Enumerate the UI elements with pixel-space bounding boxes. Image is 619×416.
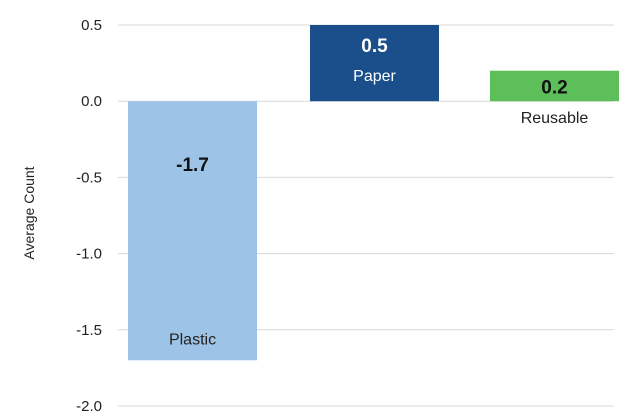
y-tick-label: 0.5 [81, 17, 102, 34]
bars [128, 25, 619, 361]
y-tick-label: -1.5 [76, 322, 102, 339]
y-axis-ticks: 0.5 0.0 -0.5 -1.0 -1.5 -2.0 [76, 17, 102, 415]
y-tick-label: -0.5 [76, 169, 102, 186]
bar-plastic [128, 101, 257, 361]
bar-category-label: Reusable [521, 110, 589, 127]
bar-labels: -1.7 Plastic 0.5 Paper 0.2 Reusable [169, 36, 588, 348]
bar-category-label: Paper [353, 68, 396, 85]
bar-reusable [490, 70, 619, 102]
bar-value-label: 0.5 [361, 36, 388, 57]
bar-paper [310, 25, 439, 102]
bar-category-label: Plastic [169, 331, 216, 348]
bar-value-label: 0.2 [541, 78, 567, 99]
y-tick-label: -2.0 [76, 398, 102, 415]
y-axis-label: Average Count [21, 166, 37, 259]
y-tick-label: 0.0 [81, 93, 102, 110]
y-tick-label: -1.0 [76, 246, 102, 263]
bar-value-label: -1.7 [176, 155, 209, 176]
